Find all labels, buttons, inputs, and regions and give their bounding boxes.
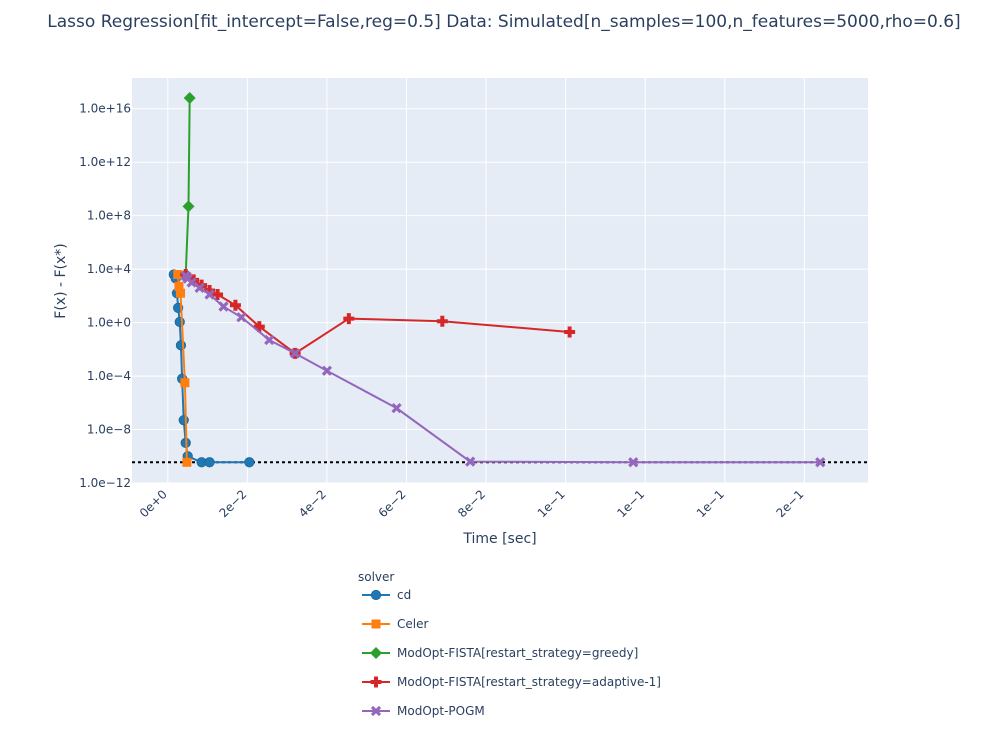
x-tick-label: 6e−2 (376, 487, 409, 520)
y-tick-label: 1.0e−4 (87, 369, 131, 383)
x-axis-ticks: 0e+0 2e−2 4e−2 6e−2 8e−2 1e−1 1e−1 1e−1 2e−1 (137, 487, 807, 520)
legend-marker (372, 620, 381, 629)
data-point (205, 457, 215, 467)
legend-marker (371, 677, 382, 688)
y-tick-label: 1.0e+4 (87, 262, 131, 276)
legend-marker (371, 590, 381, 600)
legend-label: cd (397, 588, 411, 602)
chart-title: Lasso Regression[fit_intercept=False,reg… (47, 12, 960, 32)
legend-label: ModOpt-FISTA[restart_strategy=greedy] (397, 646, 638, 660)
y-tick-label: 1.0e+8 (87, 209, 131, 223)
x-axis-title: Time [sec] (462, 531, 536, 547)
x-tick-label: 2e−2 (216, 487, 249, 520)
data-point (182, 458, 191, 467)
legend-label: ModOpt-FISTA[restart_strategy=adaptive-1… (397, 675, 661, 689)
data-point (180, 378, 189, 387)
legend-item[interactable]: ModOpt-FISTA[restart_strategy=adaptive-1… (362, 675, 661, 689)
data-point (179, 415, 189, 425)
chart: Lasso Regression[fit_intercept=False,reg… (0, 0, 992, 730)
x-tick-label: 1e−1 (614, 487, 647, 520)
legend-item[interactable]: Celer (362, 617, 428, 631)
x-tick-label: 1e−1 (694, 487, 727, 520)
x-tick-label: 1e−1 (535, 487, 568, 520)
y-tick-label: 1.0e+16 (79, 102, 131, 116)
legend-item[interactable]: cd (362, 588, 411, 602)
legend-label: Celer (397, 617, 428, 631)
x-tick-label: 2e−1 (773, 487, 806, 520)
y-axis-title: F(x) - F(x*) (53, 243, 69, 318)
legend-marker (370, 647, 382, 659)
plot-background (132, 78, 868, 483)
x-tick-label: 4e−2 (296, 487, 329, 520)
y-tick-label: 1.0e+12 (79, 155, 131, 169)
y-tick-label: 1.0e−12 (79, 476, 131, 490)
y-axis-ticks: 1.0e+16 1.0e+12 1.0e+8 1.0e+4 1.0e+0 1.0e−4 1.… (79, 102, 131, 490)
legend-items: cd Celer ModOpt-FISTA[restart_strategy=gre… (362, 588, 661, 718)
x-tick-label: 8e−2 (455, 487, 488, 520)
legend-item[interactable]: ModOpt-POGM (362, 704, 485, 718)
legend-label: ModOpt-POGM (397, 704, 485, 718)
legend[interactable]: solver cd Celer ModOpt-FISTA[restart_strat… (358, 570, 661, 718)
legend-item[interactable]: ModOpt-FISTA[restart_strategy=greedy] (362, 646, 638, 660)
y-tick-label: 1.0e−8 (87, 423, 131, 437)
x-tick-label: 0e+0 (137, 487, 170, 520)
data-point (245, 457, 255, 467)
y-tick-label: 1.0e+0 (87, 316, 131, 330)
legend-title: solver (358, 570, 394, 584)
data-point (176, 289, 185, 298)
data-point (176, 341, 186, 351)
